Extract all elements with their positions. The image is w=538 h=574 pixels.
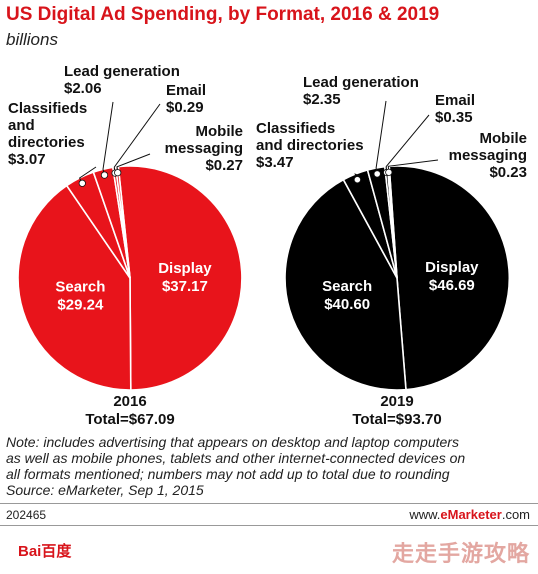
slice-label-search: Search (322, 278, 372, 295)
leader-dot (385, 168, 393, 176)
pie-year-label: 2019 (380, 393, 413, 410)
divider (0, 503, 538, 504)
slice-value-search: $29.24 (57, 297, 104, 314)
slice-label-lead-generation: Lead generation (303, 74, 419, 91)
leader-dot (353, 176, 361, 184)
source-line: Source: eMarketer, Sep 1, 2015 (6, 482, 204, 498)
slice-label-classifieds-and-directories: Classifieds (256, 120, 335, 137)
slice-label-classifieds-and-directories: $3.47 (256, 154, 294, 171)
slice-search (17, 184, 132, 391)
note-line: Note: includes advertising that appears … (6, 434, 459, 450)
slice-display (117, 165, 243, 391)
chart-labels: 2016Total=$67.09Display$37.17Search$29.2… (8, 63, 527, 428)
slice-label-classifieds-and-directories: and directories (256, 137, 364, 154)
slice-label-classifieds-and-directories: and (8, 117, 35, 134)
slice-label-mobile-messaging: $0.23 (489, 164, 527, 181)
slice-label-mobile-messaging: Mobile (480, 130, 528, 147)
slice-display (388, 165, 511, 391)
note-line: all formats mentioned; numbers may not a… (6, 466, 450, 482)
leader-line-lead-generation (102, 101, 114, 176)
leader-dot (100, 171, 109, 179)
pie-2016 (17, 165, 243, 391)
slice-label-mobile-messaging: messaging (165, 140, 243, 157)
pie-total-label: Total=$93.70 (352, 411, 441, 428)
slice-label-lead-generation: $2.06 (64, 80, 102, 97)
slice-search (284, 178, 407, 391)
slice-label-mobile-messaging: messaging (449, 147, 527, 164)
slice-label-email: Email (166, 82, 206, 99)
slice-label-classifieds-and-directories: $3.07 (8, 151, 46, 168)
slice-value-display: $46.69 (429, 277, 475, 294)
slice-label-search: Search (55, 279, 105, 296)
slice-label-email: Email (435, 92, 475, 109)
leader-dot (78, 179, 86, 187)
divider (0, 525, 538, 526)
pie-year-label: 2016 (113, 393, 146, 410)
slice-label-classifieds-and-directories: directories (8, 134, 85, 151)
slice-label-mobile-messaging: Mobile (196, 123, 244, 140)
slice-value-search: $40.60 (324, 296, 370, 313)
slice-label-lead-generation: Lead generation (64, 63, 180, 80)
leader-line-lead-generation (375, 100, 387, 174)
slice-label-email: $0.35 (435, 109, 473, 126)
slice-label-display: Display (158, 260, 212, 277)
chart-id: 202465 (6, 508, 47, 522)
emarketer-link[interactable]: www.eMarketer.com (409, 507, 530, 522)
site-watermark: 走走手游攻略 (391, 541, 530, 566)
slice-value-display: $37.17 (162, 278, 208, 295)
slice-label-lead-generation: $2.35 (303, 91, 341, 108)
slice-label-mobile-messaging: $0.27 (205, 157, 243, 174)
note-line: as well as mobile phones, tablets and ot… (6, 450, 466, 466)
baidu-watermark: Bai百度 (18, 543, 72, 560)
slice-label-email: $0.29 (166, 99, 204, 116)
pie-total-label: Total=$67.09 (85, 411, 174, 428)
chart-note: Note: includes advertising that appears … (6, 434, 532, 498)
leader-dot (373, 170, 381, 178)
pie-2019 (284, 165, 511, 391)
chart-subtitle: billions (6, 30, 58, 49)
chart-title: US Digital Ad Spending, by Format, 2016 … (6, 4, 440, 25)
leader-dot (114, 169, 122, 177)
pie-charts: 2016Total=$67.09Display$37.17Search$29.2… (8, 63, 527, 428)
slice-label-display: Display (425, 259, 479, 276)
leader-line-email (113, 103, 161, 174)
slice-label-classifieds-and-directories: Classifieds (8, 100, 87, 117)
